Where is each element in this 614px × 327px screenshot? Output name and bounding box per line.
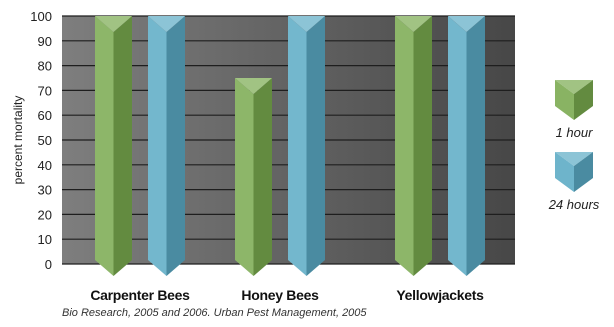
legend-swatch-left bbox=[555, 152, 574, 192]
bar-top-face bbox=[235, 78, 272, 94]
bar-left-face bbox=[235, 78, 254, 276]
bar-top-face bbox=[148, 16, 185, 32]
bar-right-face bbox=[166, 16, 185, 276]
bar-top-face bbox=[448, 16, 485, 32]
bar-left-face bbox=[148, 16, 167, 276]
y-tick-label: 30 bbox=[38, 183, 52, 198]
bar-top-face bbox=[288, 16, 325, 32]
y-tick-label: 20 bbox=[38, 207, 52, 222]
legend-swatch-right bbox=[574, 152, 593, 192]
bar-right-face bbox=[466, 16, 485, 276]
bar-top-face bbox=[95, 16, 132, 32]
legend-swatch-right bbox=[574, 80, 593, 120]
legend-swatch-24-hours bbox=[555, 152, 593, 192]
category-label: Carpenter Bees bbox=[90, 287, 190, 303]
y-tick-label: 60 bbox=[38, 108, 52, 123]
y-tick-label: 40 bbox=[38, 158, 52, 173]
category-label: Honey Bees bbox=[241, 287, 319, 303]
bar-1-hour bbox=[235, 78, 272, 276]
bar-right-face bbox=[306, 16, 325, 276]
bar-left-face bbox=[395, 16, 414, 276]
bar-left-face bbox=[448, 16, 467, 276]
source-note: Bio Research, 2005 and 2006. Urban Pest … bbox=[62, 307, 367, 319]
y-tick-label: 0 bbox=[45, 257, 52, 272]
legend-swatch-1-hour bbox=[555, 80, 593, 120]
bar-right-face bbox=[413, 16, 432, 276]
bar-24-hours bbox=[448, 16, 485, 276]
bar-1-hour bbox=[395, 16, 432, 276]
bar-left-face bbox=[95, 16, 114, 276]
y-tick-label: 80 bbox=[38, 59, 52, 74]
legend-label: 1 hour bbox=[556, 125, 594, 140]
bar-1-hour bbox=[95, 16, 132, 276]
y-tick-label: 70 bbox=[38, 83, 52, 98]
legend-swatch-top bbox=[555, 80, 593, 94]
bar-left-face bbox=[288, 16, 307, 276]
y-tick-label: 50 bbox=[38, 133, 52, 148]
category-label: Yellowjackets bbox=[396, 287, 484, 303]
bar-24-hours bbox=[148, 16, 185, 276]
bar-24-hours bbox=[288, 16, 325, 276]
legend-swatch-top bbox=[555, 152, 593, 166]
y-tick-label: 90 bbox=[38, 34, 52, 49]
bar-right-face bbox=[253, 78, 272, 276]
bar-right-face bbox=[113, 16, 132, 276]
legend-swatch-left bbox=[555, 80, 574, 120]
legend-label: 24 hours bbox=[548, 197, 600, 212]
y-tick-label: 10 bbox=[38, 232, 52, 247]
y-tick-label: 100 bbox=[30, 9, 52, 24]
bar-top-face bbox=[395, 16, 432, 32]
y-axis-label: percent mortality bbox=[11, 96, 25, 185]
